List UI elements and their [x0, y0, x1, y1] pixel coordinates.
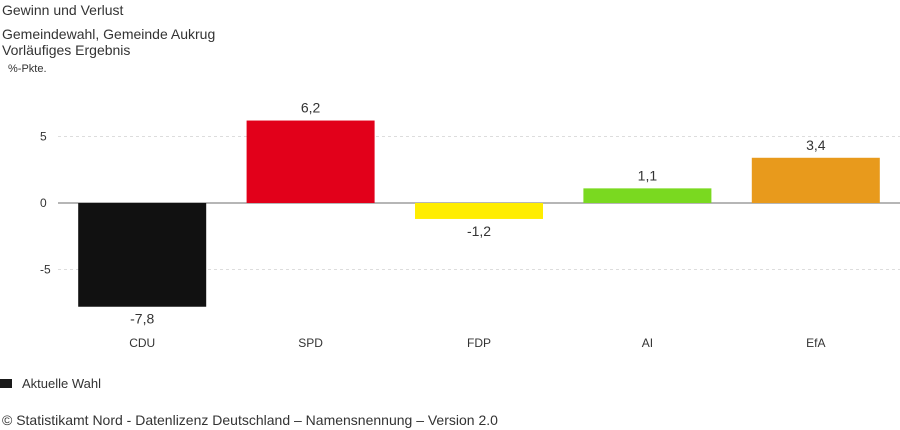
copyright-footer: © Statistikamt Nord - Datenlizenz Deutsc…: [2, 412, 498, 428]
x-tick-label: FDP: [467, 336, 491, 350]
data-label: 1,1: [638, 167, 658, 183]
y-tick-label: 5: [40, 130, 47, 144]
bar-cdu: [78, 203, 207, 307]
chart-subtitle-line2: Vorläufiges Ergebnis: [2, 42, 131, 58]
legend-label: Aktuelle Wahl: [22, 376, 101, 391]
x-tick-label: SPD: [298, 336, 323, 350]
x-tick-label: CDU: [129, 336, 155, 350]
x-tick-label: AI: [642, 336, 653, 350]
data-label: 6,2: [301, 100, 321, 116]
bar-efa: [751, 157, 880, 203]
bar-ai: [583, 188, 712, 203]
data-label: 3,4: [806, 137, 826, 153]
chart-subtitle-line1: Gemeindewahl, Gemeinde Aukrug: [2, 26, 216, 42]
bar-fdp: [415, 203, 543, 219]
x-tick-label: EfA: [806, 336, 825, 350]
data-label: -1,2: [467, 223, 491, 239]
y-tick-label: 0: [40, 196, 47, 210]
chart-title: Gewinn und Verlust: [2, 2, 124, 18]
bar-spd: [246, 120, 375, 203]
y-tick-label: -5: [40, 263, 51, 277]
y-axis-unit: %-Pkte.: [8, 63, 47, 75]
data-label: -7,8: [130, 311, 154, 327]
legend-swatch: [0, 379, 12, 388]
legend: Aktuelle Wahl: [0, 376, 101, 391]
